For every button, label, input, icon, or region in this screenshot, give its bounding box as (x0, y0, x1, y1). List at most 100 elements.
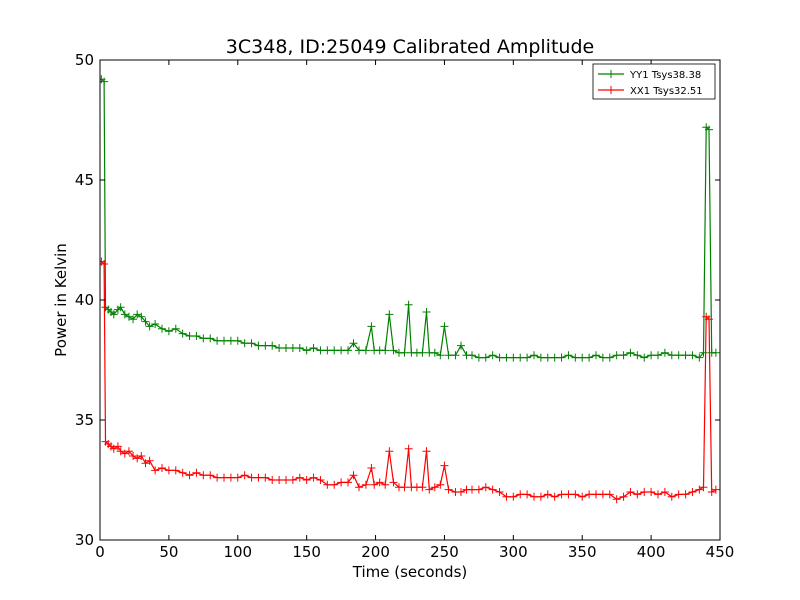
data-point (309, 473, 318, 482)
data-point (355, 483, 364, 492)
plot-area (99, 59, 721, 541)
data-point (430, 348, 439, 357)
data-point (695, 353, 704, 362)
data-point (400, 348, 409, 357)
data-point (530, 492, 538, 501)
y-tick-label: 30 (75, 531, 94, 549)
data-point (688, 488, 697, 496)
data-point (674, 490, 683, 499)
series-xx1 (100, 257, 720, 504)
data-point (129, 315, 138, 324)
data-point (440, 322, 449, 331)
data-point (605, 353, 614, 362)
data-point (100, 260, 109, 268)
data-point (571, 490, 580, 499)
data-point (707, 488, 716, 496)
data-point (282, 476, 290, 484)
data-point (233, 336, 242, 345)
data-point (254, 473, 263, 482)
data-point (404, 300, 413, 309)
data-point (330, 480, 339, 489)
data-point (316, 346, 325, 355)
data-point (422, 447, 431, 456)
data-point (302, 346, 311, 355)
data-point (468, 351, 476, 360)
data-point (681, 490, 690, 499)
data-point (116, 303, 125, 312)
data-point (474, 485, 483, 494)
data-point (456, 488, 465, 496)
data-point (523, 353, 532, 362)
data-point (323, 480, 332, 489)
data-point (647, 351, 656, 360)
data-point (288, 476, 297, 484)
data-point (389, 478, 398, 487)
data-point (456, 341, 465, 350)
data-point (523, 490, 532, 499)
data-point (275, 344, 284, 352)
data-point (233, 473, 242, 482)
data-point (654, 351, 662, 360)
data-point (550, 492, 559, 501)
data-point (444, 351, 453, 360)
data-point (151, 320, 160, 328)
data-point (667, 351, 676, 360)
data-point (481, 353, 490, 362)
data-point (164, 466, 173, 475)
data-point (654, 490, 662, 499)
data-point (667, 492, 676, 501)
data-point (543, 353, 552, 362)
data-point (509, 492, 518, 501)
data-point (557, 490, 566, 499)
y-tick-label: 40 (75, 291, 94, 309)
data-point (592, 351, 600, 360)
data-point (612, 495, 621, 504)
x-tick-label: 350 (568, 543, 597, 561)
data-point (389, 346, 398, 355)
data-point (133, 454, 142, 463)
data-point (422, 308, 431, 316)
data-point (488, 485, 497, 494)
data-point (571, 353, 580, 362)
data-point (171, 466, 180, 475)
data-point (361, 480, 370, 489)
data-point (430, 483, 439, 492)
data-point (344, 346, 352, 355)
data-point (185, 332, 194, 340)
data-point (124, 312, 133, 321)
series-layer (100, 75, 720, 504)
data-point (400, 483, 409, 492)
data-point (282, 344, 290, 352)
x-axis: 0 50 100 150 200 250 300 350 400 450 (95, 60, 734, 561)
series-yy1 (100, 75, 720, 362)
legend-marker (607, 70, 615, 78)
y-axis: 30 35 40 45 50 (75, 51, 720, 549)
data-point (171, 324, 180, 333)
data-point (509, 353, 518, 362)
data-point (220, 473, 228, 482)
data-point (275, 476, 284, 484)
data-point (585, 490, 594, 499)
data-point (145, 322, 154, 331)
y-tick-label: 35 (75, 411, 94, 429)
y-tick-label: 45 (75, 171, 94, 189)
data-point (220, 336, 228, 345)
data-point (247, 473, 256, 482)
data-point (367, 464, 376, 472)
data-point (436, 480, 445, 489)
data-point (688, 351, 697, 360)
y-tick-label: 50 (75, 51, 94, 69)
data-point (158, 324, 166, 333)
data-point (381, 346, 390, 355)
data-point (404, 444, 413, 453)
x-tick-label: 250 (430, 543, 459, 561)
x-tick-label: 450 (706, 543, 735, 561)
data-point (418, 483, 427, 492)
data-point (385, 447, 394, 456)
data-point (557, 353, 566, 362)
data-point (120, 449, 129, 458)
data-point (268, 341, 277, 350)
data-point (199, 471, 208, 480)
data-point (530, 351, 538, 360)
data-point (381, 480, 390, 489)
